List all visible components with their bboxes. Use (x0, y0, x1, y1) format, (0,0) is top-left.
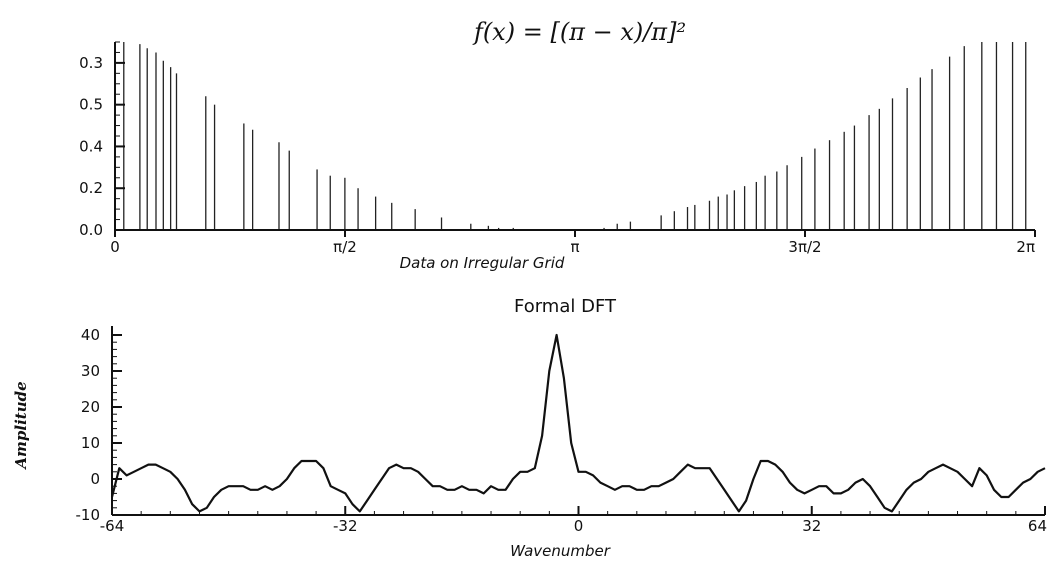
y-tick-label: 0.0 (79, 221, 103, 239)
chart-bottom: Formal DFT Amplitude -10 0 10 20 30 40 -64 -32… (12, 296, 1047, 560)
x-tick-label: π/2 (333, 238, 357, 256)
y-tick-label: 0 (90, 470, 100, 488)
x-tick-label: -32 (333, 517, 358, 535)
top-spikes (123, 42, 1027, 230)
x-tick-label: 32 (802, 517, 821, 535)
y-tick-label: -10 (76, 506, 101, 524)
y-tick-label: 0.2 (79, 179, 103, 197)
y-tick-label: 20 (81, 398, 100, 416)
y-tick-label: 30 (81, 362, 100, 380)
y-tick-label: 0.4 (79, 137, 103, 155)
top-y-ticks: 0.0 0.2 0.4 0.5 0.3 (79, 54, 125, 239)
x-tick-label: 0 (574, 517, 584, 535)
x-tick-label: -64 (100, 517, 125, 535)
x-tick-label: 64 (1028, 517, 1047, 535)
x-tick-label: π (570, 238, 579, 256)
y-tick-label: 40 (81, 326, 100, 344)
chart-top-title: f(x) = [(π − x)/π]² (472, 18, 686, 46)
top-x-ticks: 0 π/2 π 3π/2 2π (110, 230, 1036, 256)
chart-bottom-ylabel: Amplitude (12, 381, 30, 470)
bottom-x-ticks: -64 -32 0 32 64 (100, 506, 1047, 535)
bottom-y-ticks: -10 0 10 20 30 40 (76, 326, 122, 524)
chart-bottom-xlabel: Wavenumber (510, 542, 611, 560)
chart-bottom-title: Formal DFT (514, 296, 617, 317)
y-tick-label: 0.3 (79, 54, 103, 72)
chart-top-xlabel: Data on Irregular Grid (400, 254, 565, 272)
y-tick-label: 0.5 (79, 96, 103, 114)
chart-top: f(x) = [(π − x)/π]² 0.0 0.2 0.4 0.5 0.3 0 π/2… (79, 18, 1036, 272)
x-tick-label: 0 (110, 238, 120, 256)
y-tick-label: 10 (81, 434, 100, 452)
x-tick-label: 2π (1016, 238, 1035, 256)
x-tick-label: 3π/2 (788, 238, 821, 256)
dft-series-line (110, 333, 1046, 513)
bottom-x-minor-ticks (111, 511, 1046, 515)
